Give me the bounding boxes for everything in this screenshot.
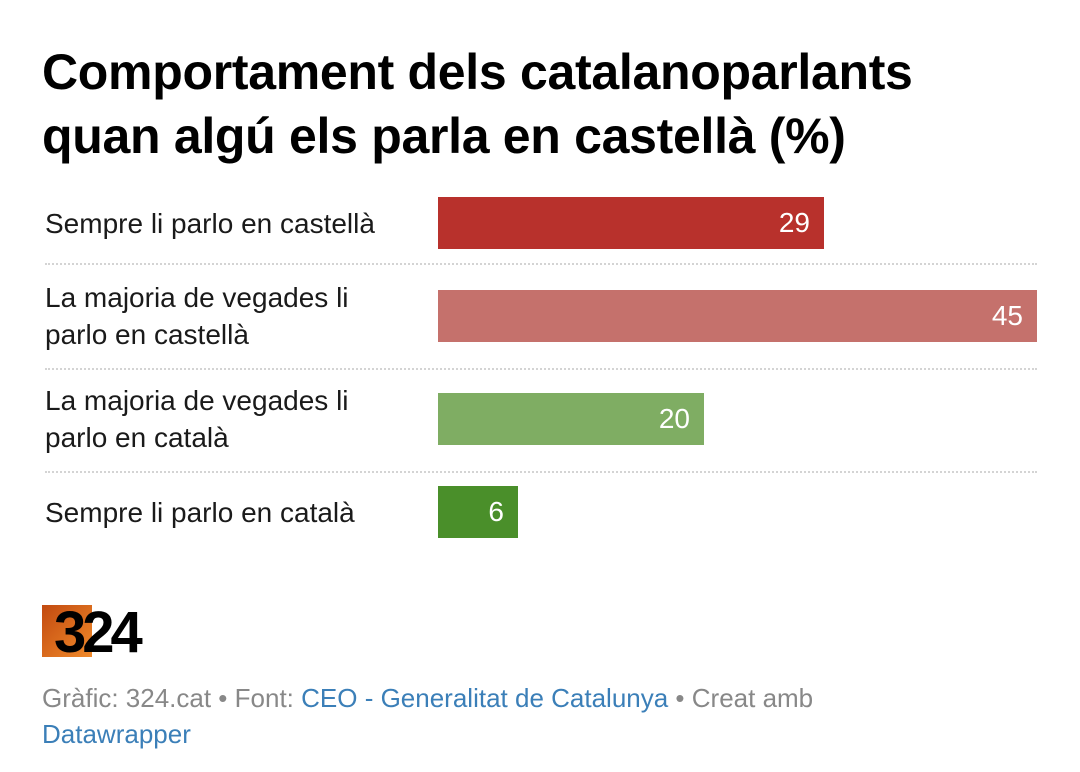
bar-value-label-3: 20 (658, 403, 690, 434)
bar-value-label-1: 29 (778, 207, 810, 238)
footer-credit: Gràfic: 324.cat (42, 683, 212, 713)
chart-title-line-2: quan algú els parla en castellà (%) (42, 108, 846, 164)
row-separator-2 (45, 368, 1037, 370)
bar-value-label-2: 45 (991, 300, 1023, 331)
chart-title-line-1: Comportament dels catalanoparlants (42, 44, 913, 100)
category-label-2: La majoria de vegades li parlo en castell… (45, 279, 425, 353)
footer-made-with: Creat amb (691, 683, 814, 713)
category-label-2-line-1: La majoria de vegades li (45, 282, 349, 313)
footer-source-label: Font: (234, 683, 302, 713)
footer-tool-link[interactable]: Datawrapper (42, 719, 191, 749)
row-separator-1 (45, 263, 1037, 265)
logo-324-text: 324 (54, 605, 143, 657)
category-label-3: La majoria de vegades li parlo en català (45, 382, 425, 456)
category-label-1-line-1: Sempre li parlo en castellà (45, 207, 375, 239)
category-label-2-line-2: parlo en castellà (45, 319, 249, 350)
bar-2 (438, 290, 1037, 342)
category-label-3-line-2: parlo en català (45, 422, 229, 453)
chart-title: Comportament dels catalanoparlants quan … (42, 40, 1042, 168)
logo-324: 324 (42, 605, 147, 657)
bar-1 (438, 197, 824, 249)
bar-chart: Sempre li parlo en castellà 29 La majoria … (45, 197, 1037, 538)
footer: Gràfic: 324.cat • Font: CEO - Generalita… (42, 680, 1042, 752)
footer-source-link[interactable]: CEO - Generalitat de Catalunya (301, 683, 669, 713)
category-label-1: Sempre li parlo en castellà (45, 205, 425, 242)
category-label-4: Sempre li parlo en català (45, 494, 425, 531)
bar-4 (438, 486, 518, 538)
footer-bullet-2: • (668, 683, 692, 713)
logo-324-orange-block (42, 605, 92, 657)
category-label-4-line-1: Sempre li parlo en català (45, 496, 355, 528)
category-label-3-line-1: La majoria de vegades li (45, 385, 349, 416)
footer-bullet-1: • (211, 683, 235, 713)
bar-3 (438, 393, 704, 445)
row-separator-3 (45, 471, 1037, 473)
bar-value-label-4: 6 (488, 496, 504, 527)
